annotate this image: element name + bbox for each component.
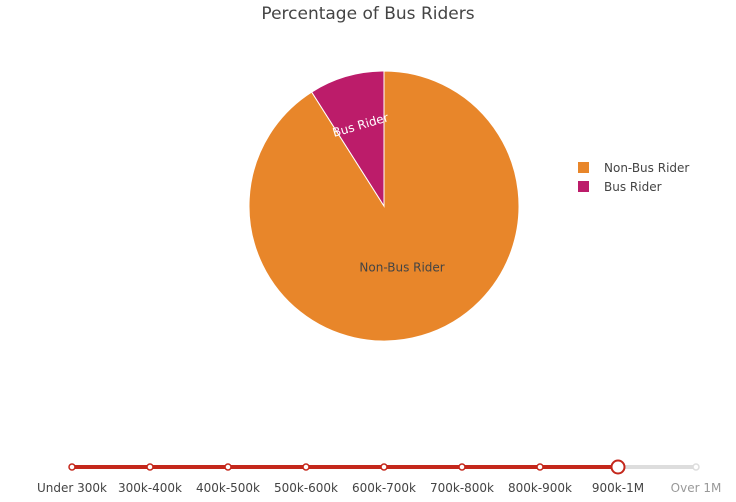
legend-label-bus-rider: Bus Rider bbox=[604, 179, 662, 194]
slider-step-dot[interactable] bbox=[536, 463, 544, 471]
legend-item-non-bus-rider[interactable]: Non-Bus Rider bbox=[578, 158, 689, 177]
slider-step-label[interactable]: Under 300k bbox=[37, 481, 107, 495]
slider-step-dot[interactable] bbox=[224, 463, 232, 471]
slider-step-label[interactable]: 600k-700k bbox=[352, 481, 416, 495]
slider-step-label[interactable]: 700k-800k bbox=[430, 481, 494, 495]
slider-step-dot[interactable] bbox=[68, 463, 76, 471]
pie-slice-bus-rider[interactable] bbox=[310, 70, 385, 208]
legend-label-non-bus-rider: Non-Bus Rider bbox=[604, 160, 690, 175]
pie-label-non-bus-rider: Non-Bus Rider bbox=[359, 261, 444, 275]
slider-handle[interactable] bbox=[610, 459, 626, 475]
slider-step-label[interactable]: 800k-900k bbox=[508, 481, 572, 495]
chart-title: Percentage of Bus Riders bbox=[261, 4, 475, 24]
legend-item-bus-rider[interactable]: Bus Rider bbox=[578, 177, 689, 196]
slider-step-dot[interactable] bbox=[692, 463, 700, 471]
slider-step-label[interactable]: 500k-600k bbox=[274, 481, 338, 495]
slider-step-dot[interactable] bbox=[302, 463, 310, 471]
legend-swatch-non-bus-rider bbox=[578, 162, 589, 173]
legend-swatch-bus-rider bbox=[578, 181, 589, 192]
slider-step-label[interactable]: 300k-400k bbox=[118, 481, 182, 495]
slider-step-label[interactable]: 400k-500k bbox=[196, 481, 260, 495]
slider-step-dot[interactable] bbox=[458, 463, 466, 471]
legend: Non-Bus Rider Bus Rider bbox=[578, 158, 689, 196]
slider-step-label[interactable]: Over 1M bbox=[671, 481, 722, 495]
slider-step-dot[interactable] bbox=[380, 463, 388, 471]
slider-step-dot[interactable] bbox=[146, 463, 154, 471]
slider-step-label[interactable]: 900k-1M bbox=[592, 481, 644, 495]
